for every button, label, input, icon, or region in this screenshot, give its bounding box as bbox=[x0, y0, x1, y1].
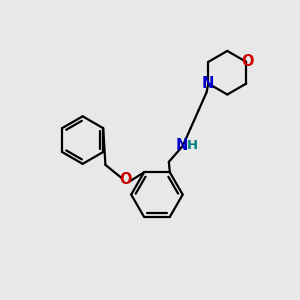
Text: N: N bbox=[201, 76, 214, 91]
Text: O: O bbox=[241, 54, 253, 69]
Text: N: N bbox=[176, 137, 188, 152]
Text: O: O bbox=[119, 172, 131, 187]
Text: H: H bbox=[187, 139, 198, 152]
